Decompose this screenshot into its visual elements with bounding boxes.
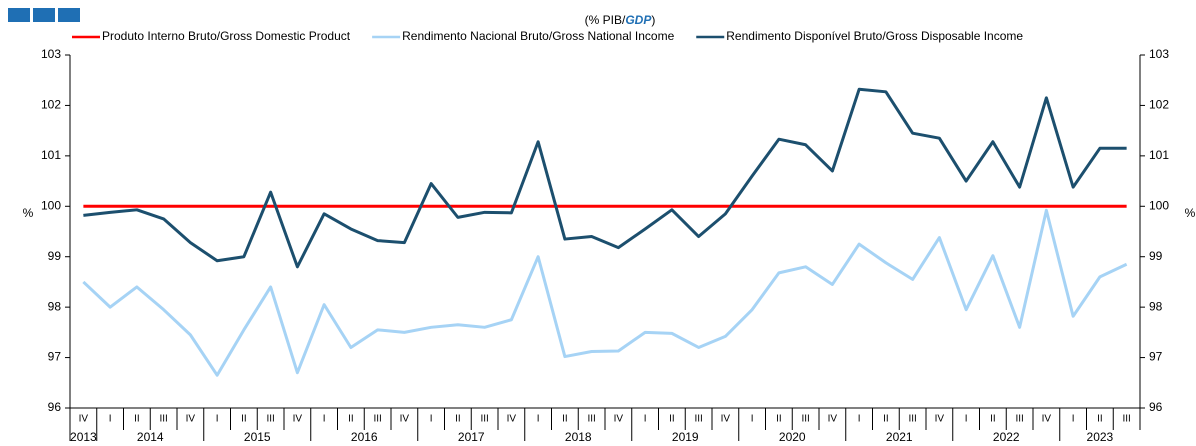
y2-axis-label: % <box>1185 206 1196 220</box>
legend-label: Rendimento Nacional Bruto/Gross National… <box>402 29 674 43</box>
x-tick-label: I <box>751 414 754 425</box>
year-label: 2021 <box>886 430 913 441</box>
y2-tick-label: 101 <box>1149 148 1169 162</box>
y2-tick-label: 100 <box>1149 198 1169 212</box>
year-label: 2014 <box>137 430 164 441</box>
x-tick-label: IV <box>507 414 517 425</box>
year-label: 2016 <box>351 430 378 441</box>
x-tick-label: II <box>241 414 247 425</box>
x-tick-label: I <box>1072 414 1075 425</box>
y2-tick-label: 99 <box>1149 249 1163 263</box>
y2-tick-label: 103 <box>1149 47 1169 61</box>
y2-tick-label: 96 <box>1149 400 1163 414</box>
x-tick-label: I <box>644 414 647 425</box>
y-tick-label: 97 <box>48 350 62 364</box>
x-tick-label: III <box>694 414 702 425</box>
x-tick-label: IV <box>614 414 624 425</box>
year-label: 2017 <box>458 430 485 441</box>
legend-label: Rendimento Disponível Bruto/Gross Dispos… <box>726 29 1023 43</box>
year-label: 2018 <box>565 430 592 441</box>
year-label: 2013 <box>70 430 97 441</box>
y-axis-label: % <box>23 206 34 220</box>
x-tick-label: II <box>562 414 568 425</box>
x-tick-label: IV <box>293 414 303 425</box>
y-tick-label: 100 <box>41 198 61 212</box>
y2-tick-label: 98 <box>1149 299 1163 313</box>
x-tick-label: I <box>430 414 433 425</box>
logo-block <box>8 8 30 22</box>
y2-tick-label: 102 <box>1149 98 1169 112</box>
x-tick-label: II <box>669 414 675 425</box>
x-tick-label: I <box>537 414 540 425</box>
x-tick-label: I <box>858 414 861 425</box>
x-tick-label: IV <box>79 414 89 425</box>
x-tick-label: I <box>323 414 326 425</box>
x-tick-label: II <box>883 414 889 425</box>
x-tick-label: IV <box>828 414 838 425</box>
legend-label: Produto Interno Bruto/Gross Domestic Pro… <box>102 29 351 43</box>
x-tick-label: IV <box>935 414 945 425</box>
series-line <box>82 208 1128 377</box>
y-tick-label: 96 <box>48 400 62 414</box>
y-tick-label: 102 <box>41 98 61 112</box>
x-tick-label: III <box>159 414 167 425</box>
chart-title: (% PIB/GDP) <box>585 13 656 27</box>
y-tick-label: 103 <box>41 47 61 61</box>
year-label: 2020 <box>779 430 806 441</box>
year-label: 2015 <box>244 430 271 441</box>
x-tick-label: II <box>1097 414 1103 425</box>
logo-block <box>58 8 80 22</box>
y-tick-label: 101 <box>41 148 61 162</box>
x-tick-label: I <box>216 414 219 425</box>
y2-tick-label: 97 <box>1149 350 1163 364</box>
x-tick-label: III <box>266 414 274 425</box>
x-tick-label: III <box>480 414 488 425</box>
x-tick-label: III <box>1122 414 1130 425</box>
x-tick-label: IV <box>1042 414 1052 425</box>
x-tick-label: IV <box>400 414 410 425</box>
y-tick-label: 99 <box>48 249 62 263</box>
series-line <box>83 87 1127 269</box>
x-tick-label: II <box>455 414 461 425</box>
x-tick-label: II <box>134 414 140 425</box>
x-tick-label: II <box>776 414 782 425</box>
x-tick-label: III <box>373 414 381 425</box>
year-label: 2022 <box>993 430 1020 441</box>
x-tick-label: IV <box>721 414 731 425</box>
x-tick-label: II <box>348 414 354 425</box>
year-label: 2023 <box>1087 430 1114 441</box>
x-tick-label: I <box>965 414 968 425</box>
x-tick-label: III <box>801 414 809 425</box>
y-tick-label: 98 <box>48 299 62 313</box>
x-tick-label: III <box>1015 414 1023 425</box>
x-tick-label: I <box>109 414 112 425</box>
x-tick-label: II <box>990 414 996 425</box>
x-tick-label: III <box>908 414 916 425</box>
x-tick-label: IV <box>186 414 196 425</box>
logo-block <box>33 8 55 22</box>
x-tick-label: III <box>587 414 595 425</box>
year-label: 2019 <box>672 430 699 441</box>
